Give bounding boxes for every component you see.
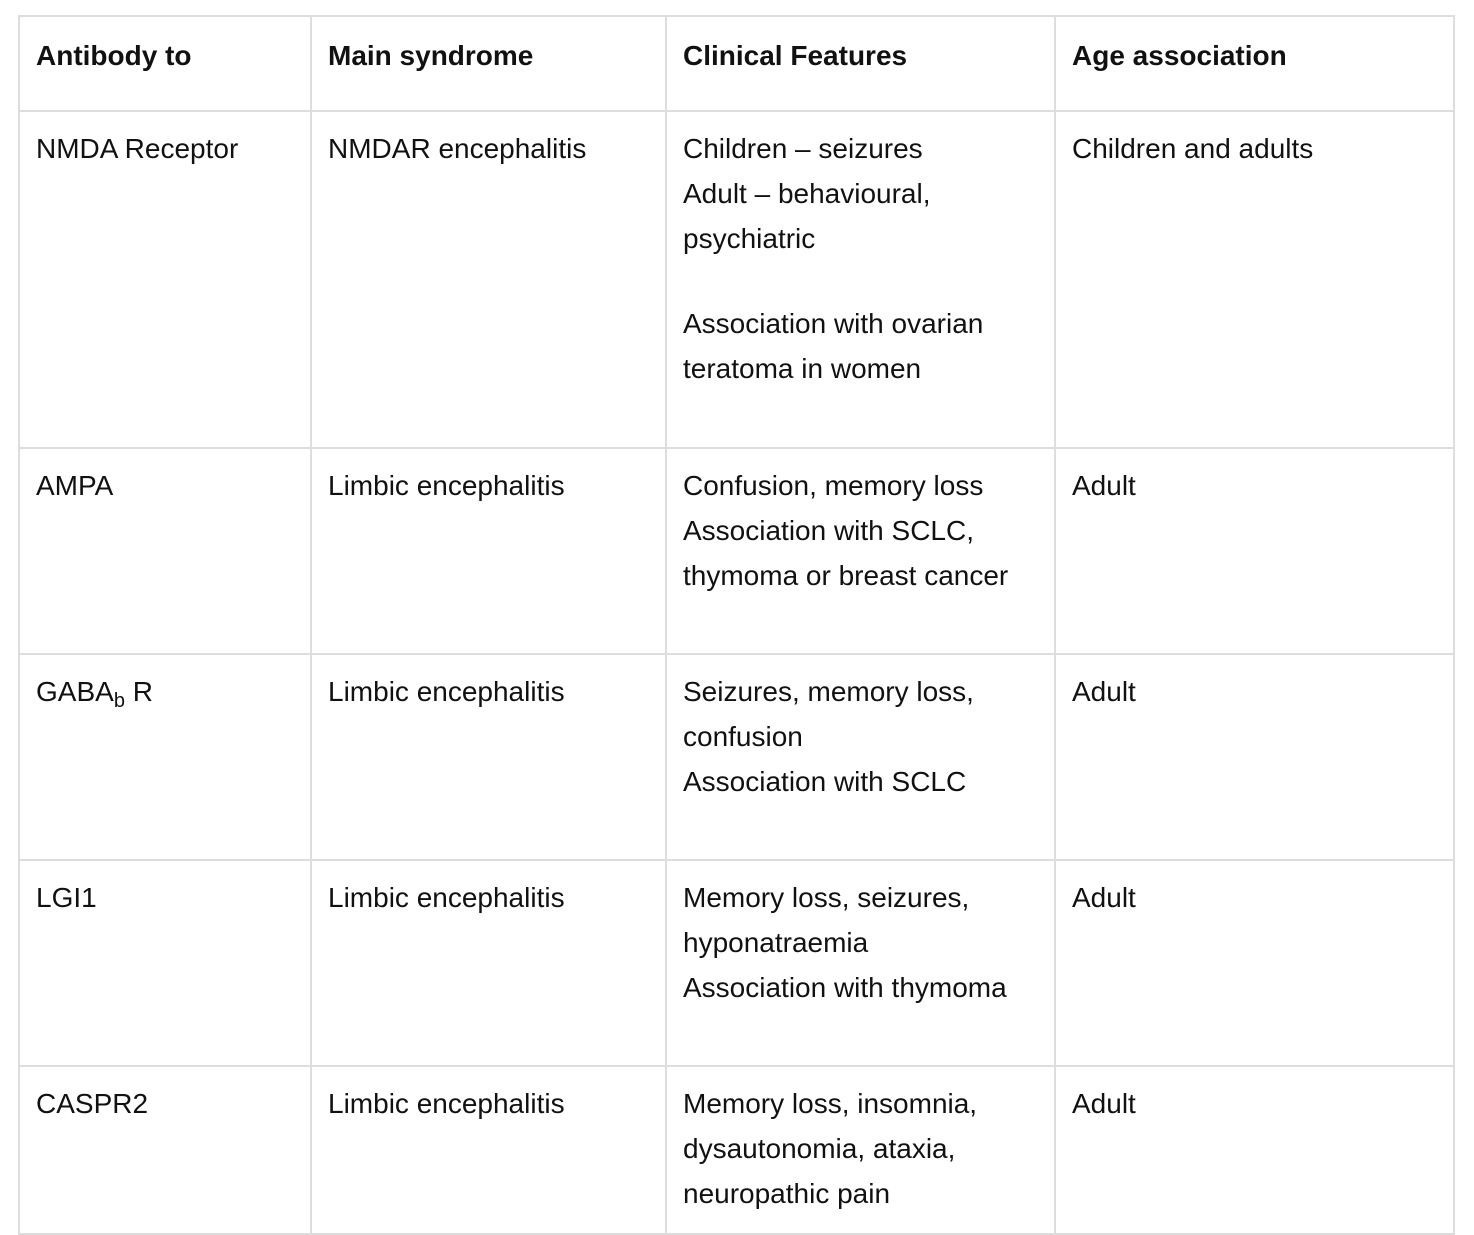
cell-antibody: CASPR2	[18, 1065, 312, 1235]
cell-features: Children – seizures Adult – behavioural,…	[665, 110, 1056, 449]
feature-line: Memory loss, insomnia,	[683, 1088, 978, 1119]
table-row: CASPR2 Limbic encephalitis Memory loss, …	[18, 1065, 1455, 1235]
cell-features: Memory loss, insomnia, dysautonomia, ata…	[665, 1065, 1056, 1235]
header-clinical-features: Clinical Features	[665, 15, 1056, 112]
feature-line: Confusion, memory loss	[683, 470, 984, 501]
cell-features: Seizures, memory loss, confusion Associa…	[665, 653, 1056, 861]
feature-line: confusion	[683, 721, 803, 752]
feature-line: Seizures, memory loss,	[683, 676, 974, 707]
table-row: AMPA Limbic encephalitis Confusion, memo…	[18, 447, 1455, 655]
antibody-main: GABA	[36, 676, 114, 707]
feature-line: hyponatraemia	[683, 927, 869, 958]
cell-age: Adult	[1054, 1065, 1455, 1235]
feature-line: Children – seizures	[683, 133, 923, 164]
feature-line: neuropathic pain	[683, 1178, 891, 1209]
cell-syndrome: Limbic encephalitis	[310, 447, 667, 655]
feature-line: Association with thymoma	[683, 972, 1007, 1003]
feature-line: dysautonomia, ataxia,	[683, 1133, 956, 1164]
feature-line: Association with ovarian	[683, 308, 984, 339]
cell-features: Memory loss, seizures, hyponatraemia Ass…	[665, 859, 1056, 1067]
cell-antibody: GABAb R	[18, 653, 312, 861]
cell-syndrome: Limbic encephalitis	[310, 1065, 667, 1235]
cell-antibody: LGI1	[18, 859, 312, 1067]
cell-antibody: NMDA Receptor	[18, 110, 312, 449]
cell-syndrome: NMDAR encephalitis	[310, 110, 667, 449]
header-main-syndrome: Main syndrome	[310, 15, 667, 112]
feature-line: teratoma in women	[683, 353, 922, 384]
feature-line: Association with SCLC	[683, 766, 967, 797]
table-row: NMDA Receptor NMDAR encephalitis Childre…	[18, 110, 1455, 449]
cell-age: Adult	[1054, 653, 1455, 861]
feature-line: Memory loss, seizures,	[683, 882, 970, 913]
antibody-suffix: R	[124, 676, 153, 707]
cell-antibody: AMPA	[18, 447, 312, 655]
feature-line: Adult – behavioural,	[683, 178, 931, 209]
table-row: LGI1 Limbic encephalitis Memory loss, se…	[18, 859, 1455, 1067]
cell-age: Adult	[1054, 859, 1455, 1067]
cell-syndrome: Limbic encephalitis	[310, 653, 667, 861]
feature-line: Association with SCLC,	[683, 515, 975, 546]
header-age-association: Age association	[1054, 15, 1455, 112]
paragraph-gap	[683, 261, 1038, 301]
cell-age: Adult	[1054, 447, 1455, 655]
cell-features: Confusion, memory loss Association with …	[665, 447, 1056, 655]
feature-line: psychiatric	[683, 223, 816, 254]
feature-line: thymoma or breast cancer	[683, 560, 1009, 591]
cell-age: Children and adults	[1054, 110, 1455, 449]
antibody-table: Antibody to Main syndrome Clinical Featu…	[18, 15, 1455, 1235]
table-row: GABAb R Limbic encephalitis Seizures, me…	[18, 653, 1455, 861]
table-header-row: Antibody to Main syndrome Clinical Featu…	[18, 15, 1455, 112]
antibody-subscript: b	[113, 690, 125, 712]
cell-syndrome: Limbic encephalitis	[310, 859, 667, 1067]
header-antibody: Antibody to	[18, 15, 312, 112]
